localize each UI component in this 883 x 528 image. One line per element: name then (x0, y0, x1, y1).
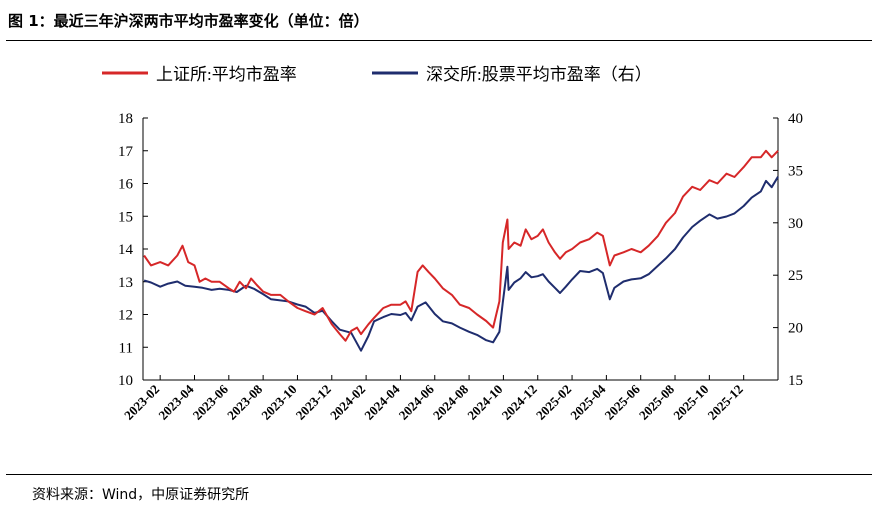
y-tick-label-right: 25 (788, 268, 803, 284)
legend-label-shse: 上证所:平均市盈率 (156, 65, 297, 84)
source-rule (6, 474, 872, 475)
x-tick-label: 2025-10 (670, 382, 711, 423)
legend: 上证所:平均市盈率 深交所:股票平均市盈率（右） (102, 65, 652, 84)
x-tick-label: 2024-12 (499, 382, 540, 423)
axes: 10 11 12 13 14 15 16 17 18 15 20 25 30 35 40 (118, 111, 803, 389)
x-tick-label: 2024-06 (396, 381, 438, 423)
series-line-szse (143, 176, 779, 352)
x-tick-label: 2023-06 (190, 381, 232, 423)
y-tick-label-left: 17 (118, 144, 134, 160)
y-tick-label-right: 30 (788, 216, 803, 232)
figure-title: 图 1：最近三年沪深两市平均市盈率变化（单位：倍） (8, 12, 369, 30)
y-tick-label-right: 40 (788, 111, 803, 127)
x-tick-label: 2024-10 (464, 382, 505, 423)
y-tick-label-left: 16 (118, 177, 134, 193)
x-tick-label: 2025-06 (602, 381, 644, 423)
x-tick-label: 2025-08 (636, 381, 678, 423)
x-tick-label: 2025-04 (567, 381, 609, 423)
x-tick-label: 2025-02 (533, 382, 574, 423)
x-tick-label: 2023-08 (224, 381, 266, 423)
y-tick-label-left: 18 (118, 111, 133, 127)
x-tick-label: 2024-04 (361, 381, 403, 423)
x-tick-label: 2023-12 (293, 382, 334, 423)
y-tick-label-right: 15 (788, 373, 803, 389)
x-tick-label: 2023-10 (258, 382, 299, 423)
x-tick-label: 2025-12 (705, 382, 746, 423)
y-tick-label-left: 12 (118, 308, 133, 324)
line-chart: 上证所:平均市盈率 深交所:股票平均市盈率（右） 101112131415161… (102, 65, 803, 423)
y-tick-label-left: 10 (118, 373, 133, 389)
y-tick-label-left: 15 (118, 209, 133, 225)
title-rule (6, 40, 872, 41)
legend-label-szse: 深交所:股票平均市盈率（右） (426, 65, 652, 84)
y-tick-label-left: 13 (118, 275, 133, 291)
y-tick-label-right: 20 (788, 321, 803, 337)
plot-lines (143, 149, 779, 352)
y-tick-label-left: 11 (119, 340, 133, 356)
x-tick-label: 2024-08 (430, 381, 472, 423)
series-line-shse (143, 149, 779, 342)
y-tick-label-right: 35 (788, 163, 803, 179)
source-note: 资料来源：Wind，中原证券研究所 (32, 487, 250, 503)
x-tick-label: 2024-02 (327, 382, 368, 423)
x-axis-ticks: 2023-022023-042023-062023-082023-102023-… (121, 375, 746, 423)
x-tick-label: 2023-04 (155, 381, 197, 423)
y-tick-label-left: 14 (118, 242, 134, 258)
